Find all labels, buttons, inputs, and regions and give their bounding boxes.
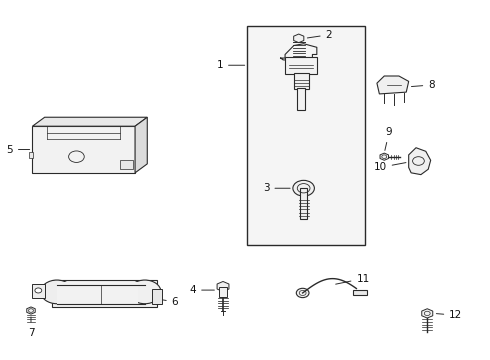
- Bar: [57, 282, 138, 304]
- Polygon shape: [409, 148, 431, 175]
- Bar: [121, 160, 133, 169]
- Text: 2: 2: [307, 30, 332, 40]
- Text: 12: 12: [437, 310, 463, 320]
- Circle shape: [129, 280, 161, 304]
- Text: 4: 4: [190, 285, 214, 295]
- Circle shape: [35, 288, 42, 293]
- Text: 5: 5: [6, 144, 30, 154]
- Circle shape: [296, 288, 309, 298]
- Polygon shape: [380, 153, 389, 160]
- Bar: [52, 280, 157, 307]
- Bar: [294, 73, 309, 89]
- Bar: [353, 290, 367, 296]
- Polygon shape: [27, 307, 35, 314]
- Circle shape: [293, 180, 315, 196]
- Text: 6: 6: [145, 297, 178, 307]
- Bar: [247, 26, 365, 244]
- Text: 8: 8: [412, 80, 435, 90]
- Bar: [285, 57, 317, 74]
- Polygon shape: [32, 117, 147, 126]
- Text: 9: 9: [385, 127, 392, 150]
- Text: 3: 3: [263, 183, 290, 193]
- Bar: [300, 188, 307, 220]
- Text: 10: 10: [373, 162, 406, 172]
- Bar: [32, 284, 45, 298]
- Bar: [297, 88, 305, 110]
- Polygon shape: [377, 76, 409, 94]
- Polygon shape: [422, 309, 433, 318]
- Bar: [152, 289, 162, 304]
- Text: 1: 1: [217, 60, 245, 70]
- Circle shape: [41, 280, 73, 304]
- Text: 7: 7: [27, 317, 34, 338]
- Bar: [32, 126, 135, 173]
- Polygon shape: [294, 34, 304, 42]
- Bar: [219, 287, 227, 297]
- Polygon shape: [135, 117, 147, 173]
- Bar: [28, 152, 33, 158]
- Text: 11: 11: [336, 274, 369, 284]
- Polygon shape: [217, 282, 229, 292]
